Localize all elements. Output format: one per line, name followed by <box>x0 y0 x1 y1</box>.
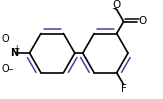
Text: N: N <box>10 48 18 58</box>
Text: O: O <box>112 0 120 10</box>
Text: O: O <box>138 16 146 26</box>
Text: F: F <box>121 84 127 94</box>
Text: O: O <box>2 64 9 74</box>
Text: +: + <box>14 44 20 53</box>
Text: O: O <box>2 34 9 44</box>
Text: −: − <box>6 65 13 74</box>
